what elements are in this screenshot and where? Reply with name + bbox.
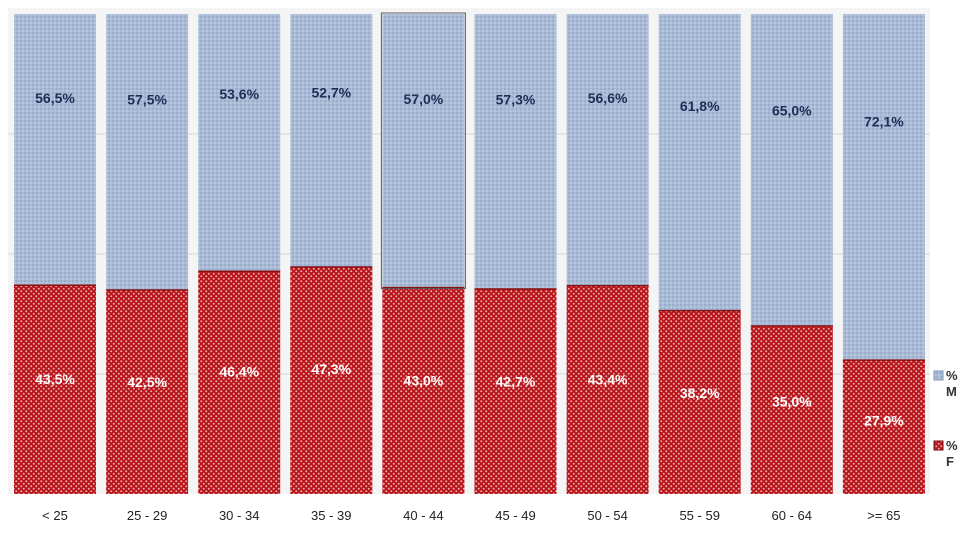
data-label-male-2: 53,6% bbox=[219, 86, 259, 102]
x-tick-label-9: >= 65 bbox=[867, 508, 900, 523]
bar-male-2 bbox=[198, 14, 281, 272]
data-labels: 56,5% 43,5% 57,5% 42,5% 53,6% 46,4% 52,7% 47,3%… bbox=[35, 84, 904, 428]
data-label-female-6: 43,4% bbox=[588, 371, 628, 387]
bar-female-1 bbox=[106, 290, 189, 494]
bar-female-7 bbox=[658, 310, 741, 494]
data-label-female-3: 47,3% bbox=[311, 361, 351, 377]
bar-male-6 bbox=[566, 14, 649, 286]
x-tick-label-7: 55 - 59 bbox=[679, 508, 719, 523]
bar-male-3 bbox=[290, 14, 373, 267]
legend-swatch-male bbox=[933, 370, 944, 381]
data-label-female-2: 46,4% bbox=[219, 364, 259, 380]
data-label-female-7: 38,2% bbox=[680, 385, 720, 401]
bar-female-9 bbox=[842, 360, 925, 494]
x-tick-label-5: 45 - 49 bbox=[495, 508, 535, 523]
bar-male-1 bbox=[106, 14, 189, 290]
data-label-male-1: 57,5% bbox=[127, 92, 167, 108]
bar-male-0 bbox=[14, 14, 96, 286]
legend-label-female-line1: % bbox=[946, 438, 958, 453]
x-tick-label-2: 30 - 34 bbox=[219, 508, 259, 523]
bar-male-9 bbox=[842, 14, 925, 361]
bar-female-5 bbox=[474, 289, 557, 494]
data-label-male-6: 56,6% bbox=[588, 90, 628, 106]
legend-label-female-line2: F bbox=[946, 454, 954, 469]
bar-male-8 bbox=[750, 14, 833, 326]
bar-highlight-outline bbox=[380, 12, 466, 290]
data-label-male-3: 52,7% bbox=[311, 84, 351, 100]
x-tick-label-3: 35 - 39 bbox=[311, 508, 351, 523]
bar-female-4 bbox=[382, 287, 465, 494]
data-label-female-8: 35,0% bbox=[772, 394, 812, 410]
data-label-male-7: 61,8% bbox=[680, 98, 720, 114]
legend-swatch-female bbox=[933, 440, 944, 451]
x-tick-label-6: 50 - 54 bbox=[587, 508, 627, 523]
bars bbox=[14, 12, 925, 494]
data-label-female-9: 27,9% bbox=[864, 412, 904, 428]
legend-label-male-line1: % bbox=[946, 368, 958, 383]
bar-male-5 bbox=[474, 14, 557, 290]
bar-female-8 bbox=[750, 326, 833, 494]
legend-label-male-line2: M bbox=[946, 384, 957, 399]
data-label-male-4: 57,0% bbox=[404, 91, 444, 107]
bar-male-4 bbox=[382, 14, 465, 288]
data-label-male-8: 65,0% bbox=[772, 103, 812, 119]
data-label-female-1: 42,5% bbox=[127, 374, 167, 390]
bar-male-7 bbox=[658, 14, 741, 311]
data-label-female-4: 43,0% bbox=[404, 372, 444, 388]
data-label-male-0: 56,5% bbox=[35, 90, 75, 106]
data-label-male-5: 57,3% bbox=[496, 91, 536, 107]
bar-female-2 bbox=[198, 271, 281, 494]
x-axis-tick-labels: < 25 25 - 29 30 - 34 35 - 39 40 - 44 45 - 49 5… bbox=[42, 508, 900, 523]
data-label-female-0: 43,5% bbox=[35, 371, 75, 387]
bar-female-0 bbox=[14, 285, 96, 494]
data-label-female-5: 42,7% bbox=[496, 373, 536, 389]
data-label-male-9: 72,1% bbox=[864, 113, 904, 129]
x-tick-label-4: 40 - 44 bbox=[403, 508, 443, 523]
x-tick-label-1: 25 - 29 bbox=[127, 508, 167, 523]
x-tick-label-8: 60 - 64 bbox=[772, 508, 812, 523]
bar-female-6 bbox=[566, 285, 649, 494]
legend: %M%F bbox=[933, 368, 958, 469]
bar-female-3 bbox=[290, 266, 373, 494]
x-tick-label-0: < 25 bbox=[42, 508, 68, 523]
